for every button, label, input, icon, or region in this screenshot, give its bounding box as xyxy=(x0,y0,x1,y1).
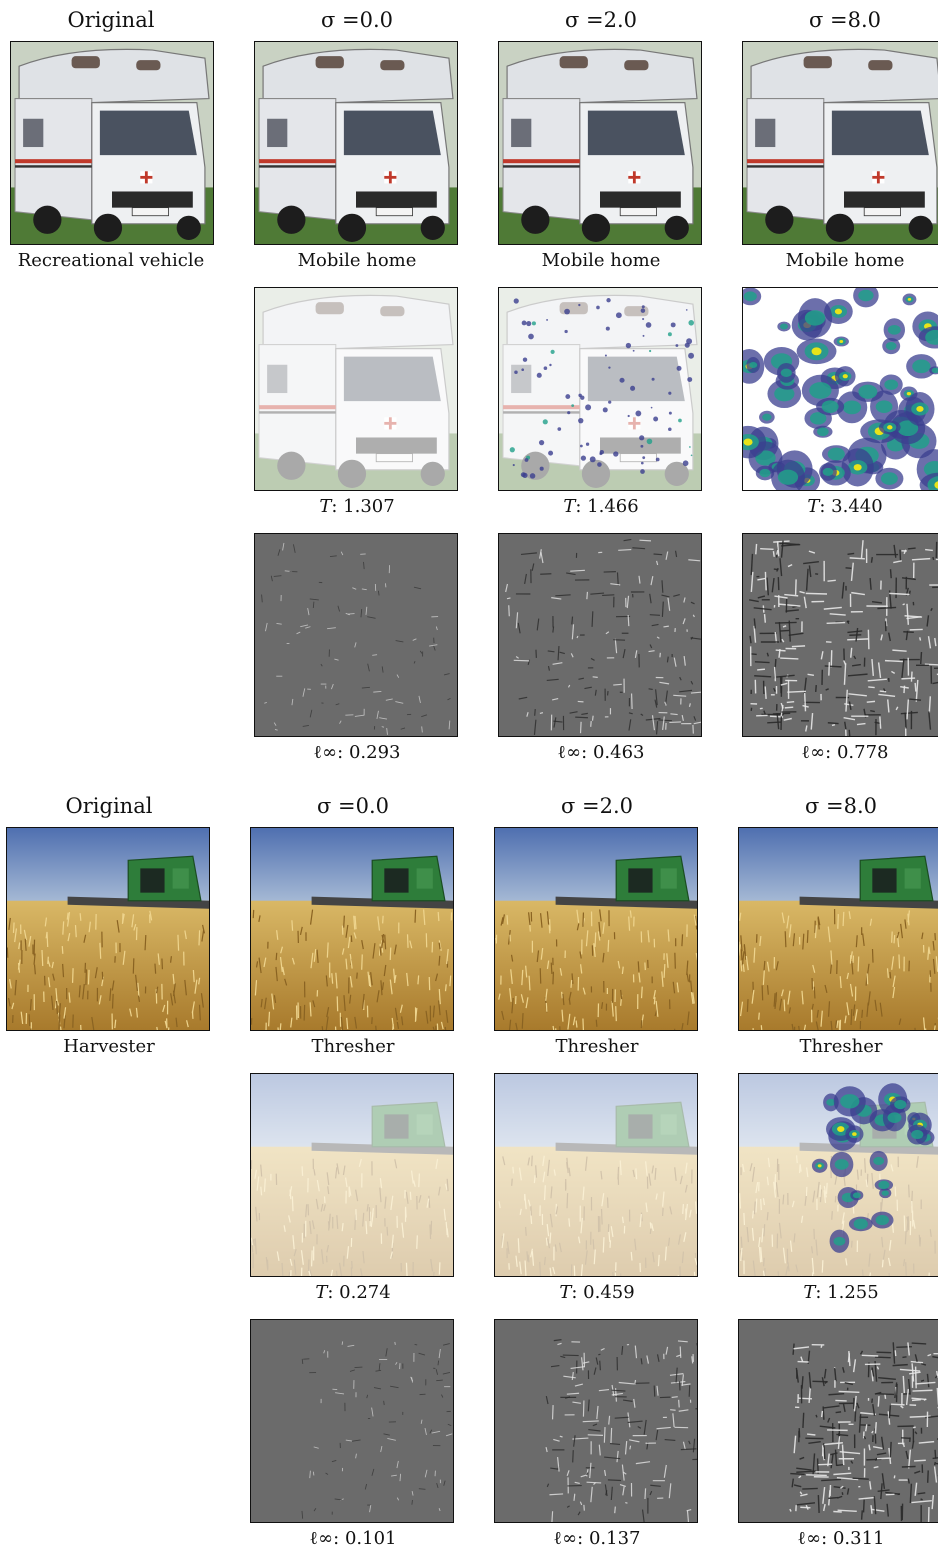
predicted-class-label: Thresher xyxy=(494,1035,700,1059)
linf-caption: ℓ∞: 0.778 xyxy=(742,741,938,765)
t-symbol: T xyxy=(559,1282,571,1303)
linf-symbol: ℓ∞ xyxy=(558,742,582,763)
figure-block-rv: Original σ =0.0 σ =2.0 σ =8.0 xyxy=(0,0,938,776)
t-symbol: T xyxy=(319,496,331,517)
harvester-adversarial-image-sigma-0 xyxy=(250,827,454,1031)
t-value: 1.466 xyxy=(587,496,639,517)
linf-caption: ℓ∞: 0.101 xyxy=(250,1527,456,1551)
t-symbol: T xyxy=(563,496,575,517)
linf-value: 0.778 xyxy=(837,742,889,763)
t-value-caption: T: 1.466 xyxy=(498,495,704,519)
linf-value: 0.293 xyxy=(349,742,401,763)
rv-overlay-sigma-0 xyxy=(254,287,458,491)
t-value-caption: T: 0.274 xyxy=(250,1281,456,1305)
harvester-difference-map-sigma-0 xyxy=(250,1319,454,1523)
linf-value: 0.463 xyxy=(593,742,645,763)
linf-value: 0.137 xyxy=(589,1528,641,1549)
rv-adversarial-image-sigma-2 xyxy=(498,41,702,245)
linf-symbol: ℓ∞ xyxy=(554,1528,578,1549)
harvester-overlay-sigma-2 xyxy=(494,1073,698,1277)
column-header-sigma-8: σ =8.0 xyxy=(742,6,938,34)
original-class-label: Harvester xyxy=(6,1035,212,1059)
linf-symbol: ℓ∞ xyxy=(310,1528,334,1549)
rv-adversarial-image-sigma-0 xyxy=(254,41,458,245)
predicted-class-label: Thresher xyxy=(250,1035,456,1059)
predicted-class-label: Mobile home xyxy=(498,249,704,273)
column-header-sigma-8: σ =8.0 xyxy=(738,792,938,820)
t-value-caption: T: 1.307 xyxy=(254,495,460,519)
rv-difference-map-sigma-2 xyxy=(498,533,702,737)
harvester-difference-map-sigma-8 xyxy=(738,1319,938,1523)
t-symbol: T xyxy=(807,496,819,517)
linf-symbol: ℓ∞ xyxy=(798,1528,822,1549)
harvester-difference-map-sigma-2 xyxy=(494,1319,698,1523)
rv-overlay-sigma-8 xyxy=(742,287,938,491)
t-symbol: T xyxy=(803,1282,815,1303)
column-header-sigma-0: σ =0.0 xyxy=(254,6,460,34)
linf-caption: ℓ∞: 0.463 xyxy=(498,741,704,765)
rv-adversarial-image-sigma-8 xyxy=(742,41,938,245)
predicted-class-label: Thresher xyxy=(738,1035,938,1059)
linf-caption: ℓ∞: 0.293 xyxy=(254,741,460,765)
t-value: 3.440 xyxy=(831,496,883,517)
linf-caption: ℓ∞: 0.137 xyxy=(494,1527,700,1551)
rv-original-image xyxy=(10,41,214,245)
linf-symbol: ℓ∞ xyxy=(802,742,826,763)
t-value-caption: T: 1.255 xyxy=(738,1281,938,1305)
t-symbol: T xyxy=(315,1282,327,1303)
harvester-original-image xyxy=(6,827,210,1031)
column-header-sigma-2: σ =2.0 xyxy=(494,792,700,820)
t-value: 0.459 xyxy=(583,1282,635,1303)
linf-value: 0.101 xyxy=(345,1528,397,1549)
column-header-original: Original xyxy=(6,792,212,820)
figure-block-harvester: Original σ =0.0 σ =2.0 σ =8.0 xyxy=(0,786,938,1562)
original-class-label: Recreational vehicle xyxy=(8,249,214,273)
linf-symbol: ℓ∞ xyxy=(314,742,338,763)
rv-overlay-sigma-2 xyxy=(498,287,702,491)
harvester-adversarial-image-sigma-2 xyxy=(494,827,698,1031)
predicted-class-label: Mobile home xyxy=(742,249,938,273)
rv-difference-map-sigma-0 xyxy=(254,533,458,737)
rv-difference-map-sigma-8 xyxy=(742,533,938,737)
harvester-overlay-sigma-8 xyxy=(738,1073,938,1277)
harvester-overlay-sigma-0 xyxy=(250,1073,454,1277)
column-header-original: Original xyxy=(8,6,214,34)
t-value-caption: T: 3.440 xyxy=(742,495,938,519)
linf-value: 0.311 xyxy=(833,1528,885,1549)
column-header-sigma-2: σ =2.0 xyxy=(498,6,704,34)
t-value-caption: T: 0.459 xyxy=(494,1281,700,1305)
t-value: 1.255 xyxy=(827,1282,879,1303)
t-value: 1.307 xyxy=(343,496,395,517)
t-value: 0.274 xyxy=(339,1282,391,1303)
harvester-adversarial-image-sigma-8 xyxy=(738,827,938,1031)
linf-caption: ℓ∞: 0.311 xyxy=(738,1527,938,1551)
predicted-class-label: Mobile home xyxy=(254,249,460,273)
column-header-sigma-0: σ =0.0 xyxy=(250,792,456,820)
